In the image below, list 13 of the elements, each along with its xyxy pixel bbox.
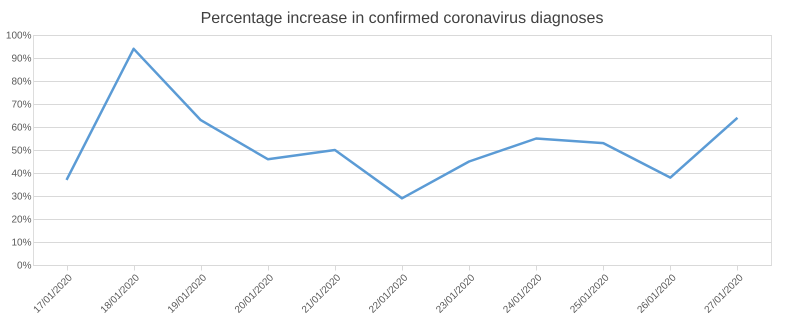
y-tick-label: 80% [11,76,32,88]
y-tick-label: 20% [11,214,32,226]
y-tick-label: 90% [11,54,32,64]
y-tick-label: 50% [11,146,32,156]
y-tick-label: 0% [17,260,32,272]
y-tick-label: 40% [11,168,32,180]
y-tick-label: 70% [11,100,32,110]
y-tick-label: 60% [11,122,32,134]
y-tick-label: 100% [6,30,32,42]
chart-title: Percentage increase in confirmed coronavirus diagnoses [200,10,604,27]
y-tick-label: 10% [11,238,32,248]
y-tick-label: 30% [11,192,32,202]
line-series [65,48,739,200]
